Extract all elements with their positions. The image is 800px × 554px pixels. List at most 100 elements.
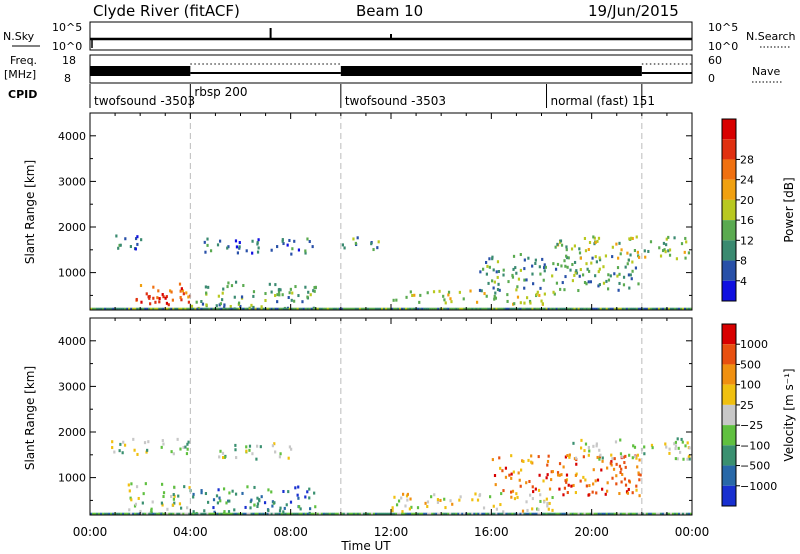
ground-cell bbox=[575, 512, 578, 515]
ground-cell bbox=[617, 512, 620, 515]
ground-cell bbox=[619, 512, 622, 515]
data-cell bbox=[304, 251, 307, 255]
data-cell bbox=[543, 269, 546, 273]
data-cell bbox=[209, 249, 213, 253]
data-cell bbox=[538, 473, 541, 477]
data-cell bbox=[624, 265, 627, 269]
data-cell bbox=[485, 272, 488, 276]
ground-cell bbox=[240, 307, 243, 310]
ground-cell bbox=[246, 307, 249, 310]
data-cell bbox=[592, 468, 595, 472]
data-cell bbox=[313, 286, 316, 290]
data-cell bbox=[562, 493, 565, 497]
data-cell bbox=[256, 241, 259, 245]
data-cell bbox=[231, 489, 234, 493]
ground-cell bbox=[282, 307, 285, 310]
data-cell bbox=[686, 457, 689, 461]
data-cell bbox=[288, 445, 291, 449]
ground-cell bbox=[242, 307, 245, 310]
ground-cell bbox=[467, 512, 470, 515]
data-cell bbox=[568, 453, 571, 457]
data-cell bbox=[286, 243, 289, 247]
ground-cell bbox=[637, 512, 641, 515]
ground-cell bbox=[356, 512, 360, 515]
data-cell bbox=[614, 440, 618, 444]
ground-cell bbox=[368, 307, 372, 310]
ground-cell bbox=[623, 307, 626, 310]
data-cell bbox=[500, 492, 503, 496]
ground-cell bbox=[378, 307, 382, 310]
data-cell bbox=[619, 438, 622, 442]
data-cell bbox=[584, 442, 588, 446]
ground-cell bbox=[605, 512, 608, 515]
ground-cell bbox=[276, 512, 279, 515]
data-cell bbox=[256, 502, 260, 506]
ground-cell bbox=[232, 307, 235, 310]
data-cell bbox=[406, 498, 409, 502]
data-cell bbox=[628, 286, 631, 290]
ground-cell bbox=[382, 512, 386, 515]
data-cell bbox=[297, 294, 300, 298]
data-cell bbox=[531, 272, 534, 276]
data-cell bbox=[543, 500, 546, 504]
data-cell bbox=[391, 506, 394, 510]
ground-cell bbox=[509, 512, 512, 515]
data-cell bbox=[609, 461, 612, 465]
ground-cell bbox=[635, 307, 639, 310]
ground-cell bbox=[180, 307, 183, 310]
data-cell bbox=[536, 290, 539, 294]
ground-cell bbox=[132, 307, 135, 310]
data-cell bbox=[613, 272, 616, 276]
data-cell bbox=[304, 285, 307, 289]
data-cell bbox=[595, 444, 598, 448]
data-cell bbox=[541, 257, 544, 261]
data-cell bbox=[631, 456, 634, 460]
data-cell bbox=[215, 304, 218, 308]
ground-cell bbox=[158, 512, 161, 515]
data-cell bbox=[639, 473, 642, 477]
ground-cell bbox=[579, 307, 582, 310]
data-cell bbox=[225, 501, 228, 505]
data-cell bbox=[234, 448, 237, 452]
data-cell bbox=[665, 445, 668, 449]
ground-cell bbox=[481, 512, 484, 515]
ground-cell bbox=[206, 512, 209, 515]
data-cell bbox=[297, 248, 301, 252]
data-cell bbox=[629, 273, 632, 277]
ground-cell bbox=[523, 307, 526, 310]
data-cell bbox=[611, 245, 614, 249]
data-cell bbox=[637, 282, 640, 286]
ground-cell bbox=[244, 512, 247, 515]
ground-cell bbox=[411, 512, 414, 515]
ground-cell bbox=[443, 512, 446, 515]
data-cell bbox=[617, 256, 620, 260]
data-cell bbox=[582, 455, 585, 459]
ground-cell bbox=[150, 512, 153, 515]
data-cell bbox=[170, 290, 173, 294]
data-cell bbox=[572, 483, 575, 487]
data-cell bbox=[510, 454, 513, 458]
colorbar-cell bbox=[722, 364, 736, 385]
colorbar-cell bbox=[722, 384, 736, 405]
ground-cell bbox=[302, 512, 305, 515]
ground-cell bbox=[537, 307, 540, 310]
ground-cell bbox=[459, 307, 462, 310]
data-cell bbox=[528, 479, 531, 483]
data-cell bbox=[240, 295, 244, 299]
data-cell bbox=[160, 482, 164, 486]
ground-cell bbox=[108, 512, 111, 515]
data-cell bbox=[219, 499, 222, 503]
data-cell bbox=[234, 239, 238, 243]
data-cell bbox=[611, 255, 614, 259]
ground-cell bbox=[308, 307, 311, 310]
ground-cell bbox=[469, 512, 472, 515]
data-cell bbox=[186, 442, 189, 446]
ground-cell bbox=[138, 307, 141, 310]
data-cell bbox=[535, 292, 538, 296]
ground-cell bbox=[417, 307, 420, 310]
data-cell bbox=[276, 293, 279, 297]
ground-cell bbox=[493, 307, 496, 310]
ground-cell bbox=[583, 307, 586, 310]
ground-cell bbox=[166, 512, 169, 515]
data-cell bbox=[405, 295, 408, 299]
